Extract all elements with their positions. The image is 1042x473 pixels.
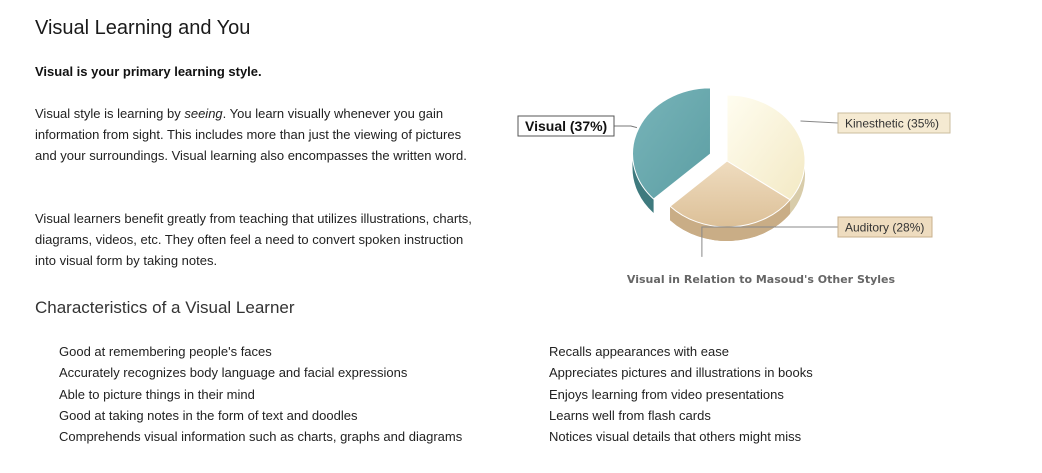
description-text: Visual style is learning by	[35, 106, 185, 121]
primary-style-statement: Visual is your primary learning style.	[35, 64, 262, 79]
pie-chart-svg: Visual (37%) Kinesthetic (35%) Auditory (2…	[517, 87, 951, 257]
leader-line	[701, 226, 838, 257]
description-paragraph-2: Visual learners benefit greatly from tea…	[35, 211, 472, 268]
characteristic-item: Recalls appearances with ease	[549, 344, 729, 359]
pie-label-visual: Visual (37%)	[525, 118, 607, 134]
description-emphasis: seeing	[184, 106, 223, 121]
characteristics-title: Characteristics of a Visual Learner	[35, 298, 295, 317]
pie-label-box	[837, 112, 951, 134]
pie-label-box	[517, 115, 615, 137]
page-title: Visual Learning and You	[35, 17, 251, 39]
pie-slice-visual	[632, 87, 712, 200]
pie-slice-side	[632, 153, 654, 213]
characteristic-item: Accurately recognizes body language and …	[59, 365, 408, 381]
leader-line	[614, 125, 638, 129]
pie-slice-side	[670, 199, 791, 242]
chart-caption: Visual in Relation to Masoud's Other Sty…	[626, 273, 896, 286]
leader-line	[800, 120, 839, 124]
characteristic-item: Good at taking notes in the form of text…	[59, 407, 358, 423]
pie-labels: Visual (37%) Kinesthetic (35%) Auditory (2…	[517, 112, 951, 238]
characteristic-item: Notices visual details that others might…	[549, 429, 802, 445]
characteristic-item: Comprehends visual information such as c…	[59, 429, 463, 445]
characteristic-item: Appreciates pictures and illustrations i…	[549, 365, 813, 381]
characteristic-item: Enjoys learning from video presentations	[549, 386, 784, 402]
characteristics-list-left: Good at remembering people's faces Accur…	[59, 341, 462, 447]
description-text: . You learn visually whenever you gain i…	[35, 106, 467, 163]
learning-styles-pie-chart: Visual (37%) Kinesthetic (35%) Auditory (2…	[510, 75, 960, 300]
pie-slice-kinesthetic	[726, 94, 806, 201]
characteristic-item: Learns well from flash cards	[549, 407, 711, 423]
pie-slice-side	[790, 161, 805, 214]
description-paragraph-1: Visual style is learning by seeing. You …	[35, 103, 475, 166]
pie-label-box	[837, 216, 933, 238]
pie-slices	[632, 87, 806, 242]
characteristic-item: Good at remembering people's faces	[59, 344, 272, 359]
characteristic-item: Able to picture things in their mind	[59, 386, 255, 402]
characteristics-list-right: Recalls appearances with ease Appreciate…	[549, 341, 813, 447]
pie-leader-lines	[614, 120, 839, 257]
pie-label-auditory: Auditory (28%)	[845, 220, 924, 234]
pie-label-kinesthetic: Kinesthetic (35%)	[845, 116, 939, 130]
